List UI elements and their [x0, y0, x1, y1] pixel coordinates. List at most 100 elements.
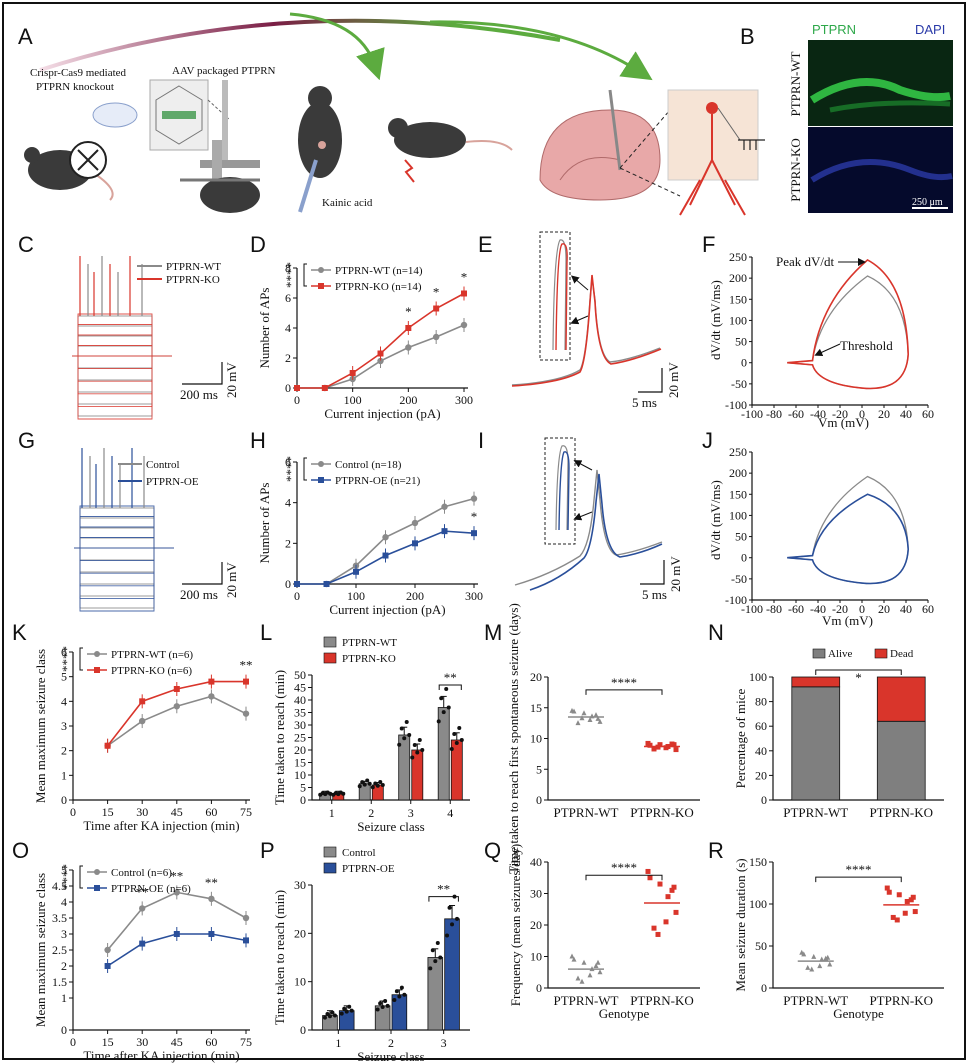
ytick-label-phase: -100	[725, 398, 747, 412]
bar-dot-P	[375, 1007, 380, 1012]
bar-dot-L	[452, 732, 457, 736]
data-point-D	[321, 385, 328, 391]
category-label-P: 2	[388, 1036, 394, 1050]
bar-alive-N	[791, 686, 841, 801]
data-point-D	[405, 325, 412, 331]
xtick-label-H: 300	[465, 589, 483, 603]
xtick-label-O: 60	[205, 1035, 217, 1049]
ytick-label-R: 150	[749, 855, 767, 869]
bar-dot-P	[330, 1010, 335, 1015]
xtick-label-phase: -40	[810, 407, 826, 421]
bar-dot-L	[341, 791, 346, 796]
data-point-H	[294, 581, 300, 587]
ytick-label-phase: -50	[731, 377, 747, 391]
ytick-label-D: 6	[285, 291, 291, 305]
ytick-label-phase: 100	[729, 313, 747, 327]
sig-star-K: **	[240, 658, 253, 673]
ytick-label-L: 40	[294, 693, 306, 707]
sig-star-D: *	[405, 304, 412, 319]
xtick-label-H: 100	[347, 589, 365, 603]
bar-dot-L	[415, 750, 420, 755]
ytick-label-phase: -100	[725, 593, 747, 607]
bar-dot-P	[383, 999, 388, 1003]
ytick-label-D: 8	[285, 261, 291, 275]
spike-control-I	[514, 469, 663, 586]
scatter-point-Q	[665, 894, 671, 900]
legend-label-D: PTPRN-KO (n=14)	[335, 281, 422, 293]
category-label-R: PTPRN-WT	[783, 993, 848, 1008]
sig-bracket-P	[428, 896, 459, 902]
legend-label-P: Control	[342, 847, 376, 859]
panel-I-spike: I 5 ms 20 mV	[478, 428, 683, 602]
bar-dot-P	[378, 1001, 383, 1006]
scatter-point-R	[801, 951, 807, 957]
ylabel-K: Mean maximum seizure class	[33, 649, 48, 803]
voltage-traces-C	[72, 256, 172, 420]
legend-marker-O	[94, 869, 100, 875]
xtick-label-O: 0	[70, 1035, 76, 1049]
legend-label-H: PTPRN-OE (n=21)	[335, 475, 421, 487]
ytick-label-phase: 150	[729, 487, 747, 501]
category-label-Q: PTPRN-KO	[630, 993, 694, 1008]
ytick-label-R: 50	[755, 939, 767, 953]
panel-label-M: M	[484, 620, 502, 645]
panel-label-L: L	[260, 620, 272, 645]
ytick-label-P: 0	[300, 1023, 306, 1037]
bar-dot-L	[402, 736, 407, 741]
category-label-L: 1	[329, 806, 335, 820]
scalebar-I-x: 5 ms	[642, 587, 667, 602]
legend-label-K: PTPRN-WT (n=6)	[111, 649, 193, 661]
category-label-P: 3	[441, 1036, 447, 1050]
scatter-point-M	[575, 720, 581, 726]
scalebar-G-y: 20 mV	[224, 562, 239, 598]
panel-label-A: A	[18, 24, 33, 49]
ytick-label-L: 45	[294, 681, 306, 695]
scatter-point-Q	[597, 969, 603, 975]
scatter-point-Q	[575, 975, 581, 981]
bar-dot-P	[347, 1004, 352, 1009]
ytick-label-L: 15	[294, 756, 306, 770]
xtick-label-O: 75	[240, 1035, 252, 1049]
ytick-label-L: 25	[294, 731, 306, 745]
bar-dot-P	[455, 916, 460, 921]
stain-ptprn-label: PTPRN	[812, 22, 856, 37]
seizure-mouse-icon	[388, 118, 513, 183]
legend-swatch-L	[323, 652, 337, 664]
ytick-label-D: 4	[285, 321, 291, 335]
scatter-point-Q	[647, 875, 653, 881]
xtick-label-O: 45	[171, 1035, 183, 1049]
legend-swatch-P	[323, 846, 337, 858]
ytick-label-phase: 250	[729, 445, 747, 459]
green-arrow-2	[429, 20, 653, 81]
legend-label-L: PTPRN-KO	[342, 653, 396, 665]
data-point-O	[104, 946, 111, 954]
category-label-P: 1	[335, 1036, 341, 1050]
stain-dapi-label: DAPI	[915, 22, 945, 37]
legend-G-oe: PTPRN-OE	[146, 476, 199, 488]
panel-F-phase: F -100 -80 -60 -40 -20 0 20 40 60-100-5005010015…	[702, 232, 934, 430]
scatter-point-R	[819, 956, 825, 962]
xtick-label-D: 300	[455, 393, 473, 407]
ytick-label-phase: 250	[729, 250, 747, 264]
xtick-label-phase: -60	[788, 407, 804, 421]
scalebar-G-x: 200 ms	[180, 587, 218, 602]
scatter-point-M	[595, 715, 601, 721]
ytick-label-H: 0	[285, 577, 291, 591]
green-arrow-1	[289, 12, 385, 81]
bar-dot-P	[385, 1003, 390, 1008]
legend-label-O: Control (n=6)	[111, 867, 172, 879]
ytick-label-K: 3	[61, 719, 67, 733]
scatter-point-Q	[645, 868, 651, 874]
data-point-H	[323, 581, 330, 587]
scatter-point-M	[581, 710, 587, 716]
scatter-point-Q	[581, 959, 587, 965]
bar-dot-P	[327, 1014, 332, 1019]
ytick-label-P: 30	[294, 878, 306, 892]
data-point-D	[405, 344, 412, 351]
bar-dot-P	[339, 1011, 344, 1016]
scatter-point-Q	[671, 884, 677, 890]
aav-capsid-icon	[149, 79, 209, 151]
bar-dot-L	[380, 783, 385, 787]
scatter-point-Q	[569, 953, 575, 959]
